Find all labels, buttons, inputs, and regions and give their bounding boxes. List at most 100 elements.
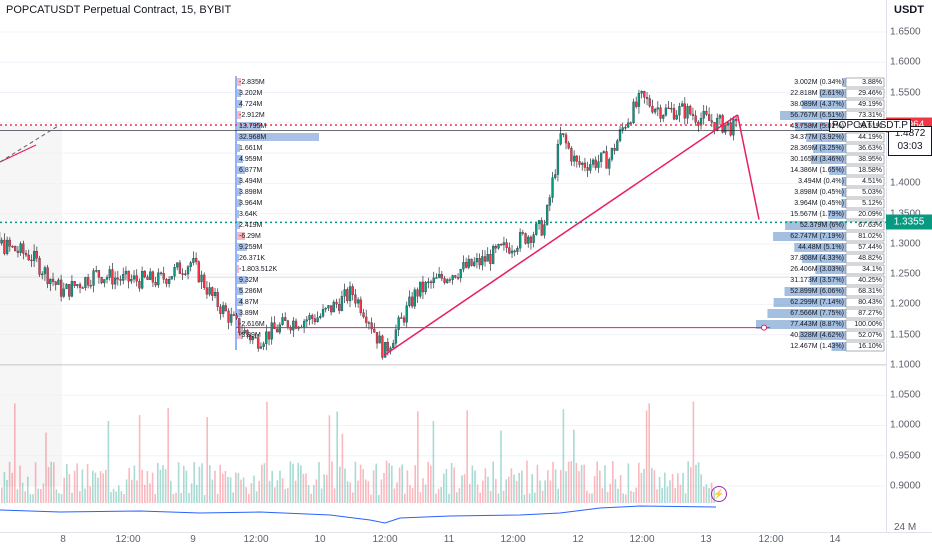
candle-body: [36, 251, 38, 258]
volume-bar: [368, 481, 370, 503]
candle-body: [141, 271, 143, 288]
candle-body: [282, 317, 284, 324]
bar-countdown: 03:03: [889, 140, 931, 153]
candle-body: [678, 106, 680, 115]
candle-body: [303, 321, 305, 327]
volume-bar: [295, 481, 297, 503]
volume-bar: [199, 467, 201, 503]
right-profile-volume: 43.758M (5.02%): [790, 122, 844, 131]
candle-body: [214, 292, 216, 295]
candle-body: [230, 314, 232, 322]
right-profile-percent: 5.12%: [848, 199, 882, 208]
candle-body: [719, 115, 721, 118]
candle-body: [403, 318, 405, 323]
candle-body: [592, 160, 594, 164]
candle-body: [190, 263, 192, 267]
lightning-icon[interactable]: ⚡: [711, 486, 727, 502]
volume-bar: [487, 477, 489, 503]
volume-bar: [217, 494, 219, 503]
candle-body: [57, 280, 59, 285]
volume-bar: [469, 484, 471, 503]
candle-body: [327, 305, 329, 308]
volume-bar: [115, 491, 117, 503]
volume-bar: [448, 494, 450, 503]
candle-body: [630, 123, 632, 124]
volume-bar: [531, 474, 533, 503]
volume-bar: [256, 491, 258, 503]
volume-bar: [1, 487, 3, 503]
left-profile-label: 13.795M: [239, 122, 266, 131]
volume-bar: [638, 463, 640, 503]
volume-bar: [703, 487, 705, 503]
candle-body: [638, 93, 640, 106]
volume-bar: [620, 475, 622, 503]
right-profile-percent: 34.1%: [848, 265, 882, 274]
volume-bar: [420, 492, 422, 503]
volume-bar: [651, 468, 653, 503]
candle-body: [662, 115, 664, 118]
price-tick-label: 1.0500: [890, 390, 921, 401]
volume-bar: [394, 489, 396, 503]
volume-bar: [282, 478, 284, 503]
volume-bar: [583, 465, 585, 503]
candle-body: [560, 133, 562, 144]
currency-label[interactable]: USDT: [886, 4, 932, 16]
candle-body: [611, 148, 613, 159]
volume-bar: [607, 492, 609, 503]
candle-body: [600, 153, 602, 162]
volume-bar: [407, 470, 409, 503]
volume-bar: [43, 483, 45, 503]
right-profile-volume: 3.964M (0.45%): [794, 199, 844, 208]
candle-body: [522, 232, 524, 233]
volume-bar: [6, 480, 8, 503]
candle-body: [400, 318, 402, 319]
volume-bar: [258, 481, 260, 503]
volume-bar: [511, 468, 513, 503]
volume-bar: [677, 473, 679, 503]
volume-bar: [680, 485, 682, 503]
candle-body: [319, 316, 321, 317]
volume-bar: [105, 470, 107, 503]
candle-body: [176, 263, 178, 267]
price-tick-label: 1.4000: [890, 178, 921, 189]
volume-bar: [646, 410, 648, 503]
volume-bar: [524, 495, 526, 503]
volume-bar: [188, 493, 190, 503]
volume-bar: [253, 476, 255, 503]
volume-bar: [222, 474, 224, 503]
volume-bar: [635, 488, 637, 503]
volume-bar: [32, 494, 34, 503]
right-profile-volume: 34.377M (3.92%): [790, 133, 844, 142]
right-profile-volume: 52.899M (6.06%): [790, 287, 844, 296]
candle-body: [417, 290, 419, 296]
price-tick-label: 1.3000: [890, 238, 921, 249]
session-shade: [0, 126, 62, 486]
candle-body: [468, 259, 470, 267]
right-profile-percent: 56.51%: [848, 122, 882, 131]
volume-bar: [516, 481, 518, 503]
candle-body: [95, 270, 97, 271]
right-profile-volume: 26.406M (3.03%): [790, 265, 844, 274]
volume-bar: [482, 480, 484, 503]
candle-body: [68, 284, 70, 296]
left-profile-label: 26.371K: [239, 254, 265, 263]
candle-body: [589, 164, 591, 170]
candle-body: [136, 276, 138, 282]
candle-body: [187, 267, 189, 274]
candle-body: [484, 256, 486, 261]
candle-body: [535, 224, 537, 235]
candle-body: [98, 270, 100, 277]
candle-body: [338, 304, 340, 311]
volume-bar: [386, 461, 388, 503]
right-profile-percent: 100.00%: [848, 320, 882, 329]
volume-bar: [48, 467, 50, 503]
candle-body: [168, 279, 170, 284]
candle-body: [368, 323, 370, 324]
candle-body: [74, 281, 76, 286]
volume-bar: [630, 491, 632, 503]
volume-bar: [196, 485, 198, 503]
candle-body: [438, 274, 440, 277]
right-profile-percent: 20.09%: [848, 210, 882, 219]
volume-bar: [162, 465, 164, 503]
volume-bar: [79, 491, 81, 503]
